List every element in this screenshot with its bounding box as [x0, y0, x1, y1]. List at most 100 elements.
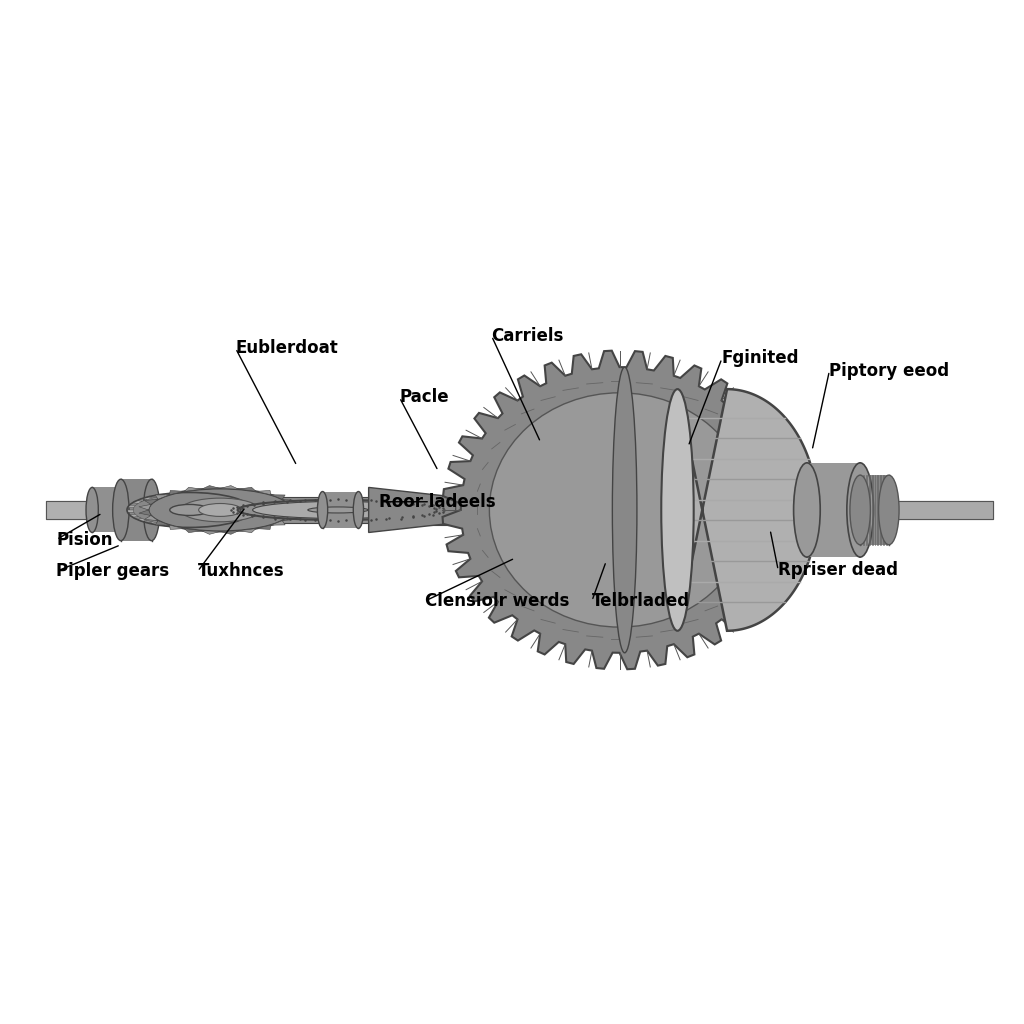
Ellipse shape [612, 368, 637, 653]
Ellipse shape [170, 505, 209, 515]
Text: Piptory eeod: Piptory eeod [829, 361, 949, 380]
Polygon shape [202, 530, 220, 535]
Polygon shape [220, 522, 226, 523]
Ellipse shape [308, 507, 368, 513]
Polygon shape [290, 505, 301, 510]
Polygon shape [237, 516, 246, 519]
Polygon shape [159, 523, 166, 524]
Polygon shape [127, 510, 134, 512]
Polygon shape [137, 518, 146, 521]
Text: Clensiolr werds: Clensiolr werds [425, 592, 569, 610]
Polygon shape [142, 500, 146, 502]
Polygon shape [226, 498, 232, 500]
Text: Roor ladeels: Roor ladeels [379, 493, 496, 511]
Polygon shape [180, 525, 189, 527]
Bar [152, 497, 389, 523]
Polygon shape [213, 496, 220, 497]
Ellipse shape [199, 504, 242, 516]
Polygon shape [139, 505, 151, 510]
Polygon shape [164, 524, 174, 526]
Polygon shape [138, 516, 142, 518]
Bar [389, 495, 522, 525]
Polygon shape [198, 525, 207, 527]
Text: Rpriser dead: Rpriser dead [778, 561, 898, 580]
Polygon shape [156, 520, 170, 525]
Bar [807, 463, 860, 557]
Text: Tuxhnces: Tuxhnces [198, 562, 285, 581]
Text: Pision: Pision [56, 530, 113, 549]
Polygon shape [239, 528, 256, 532]
Polygon shape [678, 389, 817, 631]
Bar [548, 497, 579, 523]
Text: Eublerdoat: Eublerdoat [236, 339, 338, 357]
Text: Pipler gears: Pipler gears [56, 562, 169, 581]
Polygon shape [144, 515, 158, 520]
Bar [809, 501, 993, 519]
Bar [92, 487, 121, 532]
Ellipse shape [850, 475, 870, 545]
Text: Pacle: Pacle [399, 388, 449, 407]
Polygon shape [148, 522, 159, 524]
Polygon shape [170, 525, 184, 529]
Polygon shape [129, 514, 138, 517]
Bar [522, 492, 548, 528]
Text: Telbrladed: Telbrladed [592, 592, 690, 610]
Polygon shape [220, 530, 239, 535]
Bar [860, 501, 993, 519]
Bar [461, 494, 522, 526]
Ellipse shape [489, 393, 750, 627]
Ellipse shape [253, 502, 423, 518]
Polygon shape [133, 501, 142, 504]
Bar [46, 501, 92, 519]
Ellipse shape [180, 498, 260, 522]
Polygon shape [232, 518, 237, 520]
Bar [840, 497, 860, 523]
Polygon shape [244, 506, 245, 508]
Polygon shape [442, 350, 797, 670]
Polygon shape [189, 493, 199, 495]
Polygon shape [239, 487, 256, 492]
Polygon shape [369, 487, 461, 532]
Ellipse shape [148, 488, 292, 531]
Ellipse shape [113, 479, 129, 541]
Ellipse shape [456, 494, 466, 526]
Ellipse shape [847, 463, 873, 557]
Polygon shape [220, 485, 239, 489]
Polygon shape [142, 497, 153, 500]
Ellipse shape [353, 492, 364, 528]
Polygon shape [241, 503, 250, 506]
Ellipse shape [879, 475, 899, 545]
Polygon shape [245, 508, 252, 510]
Polygon shape [226, 520, 237, 523]
Polygon shape [205, 494, 215, 496]
Polygon shape [244, 512, 251, 515]
Polygon shape [270, 520, 285, 525]
Bar [121, 479, 152, 541]
Polygon shape [184, 528, 202, 532]
Polygon shape [232, 499, 242, 502]
Polygon shape [256, 490, 270, 495]
Ellipse shape [794, 463, 820, 557]
Polygon shape [144, 500, 158, 505]
Ellipse shape [115, 487, 127, 532]
Polygon shape [256, 525, 270, 529]
Ellipse shape [527, 494, 548, 526]
Ellipse shape [517, 494, 527, 526]
Polygon shape [135, 504, 138, 506]
Ellipse shape [317, 492, 328, 528]
Polygon shape [170, 490, 184, 495]
Polygon shape [146, 520, 153, 522]
Polygon shape [156, 494, 166, 497]
Text: Carriels: Carriels [492, 327, 564, 345]
Ellipse shape [143, 479, 160, 541]
Polygon shape [184, 487, 202, 492]
Polygon shape [128, 505, 135, 508]
Polygon shape [133, 495, 246, 525]
Polygon shape [270, 495, 285, 500]
Text: Fginited: Fginited [722, 349, 800, 368]
Polygon shape [241, 514, 244, 516]
Polygon shape [283, 500, 296, 505]
Polygon shape [134, 512, 135, 514]
Polygon shape [153, 497, 159, 498]
Polygon shape [172, 493, 181, 495]
